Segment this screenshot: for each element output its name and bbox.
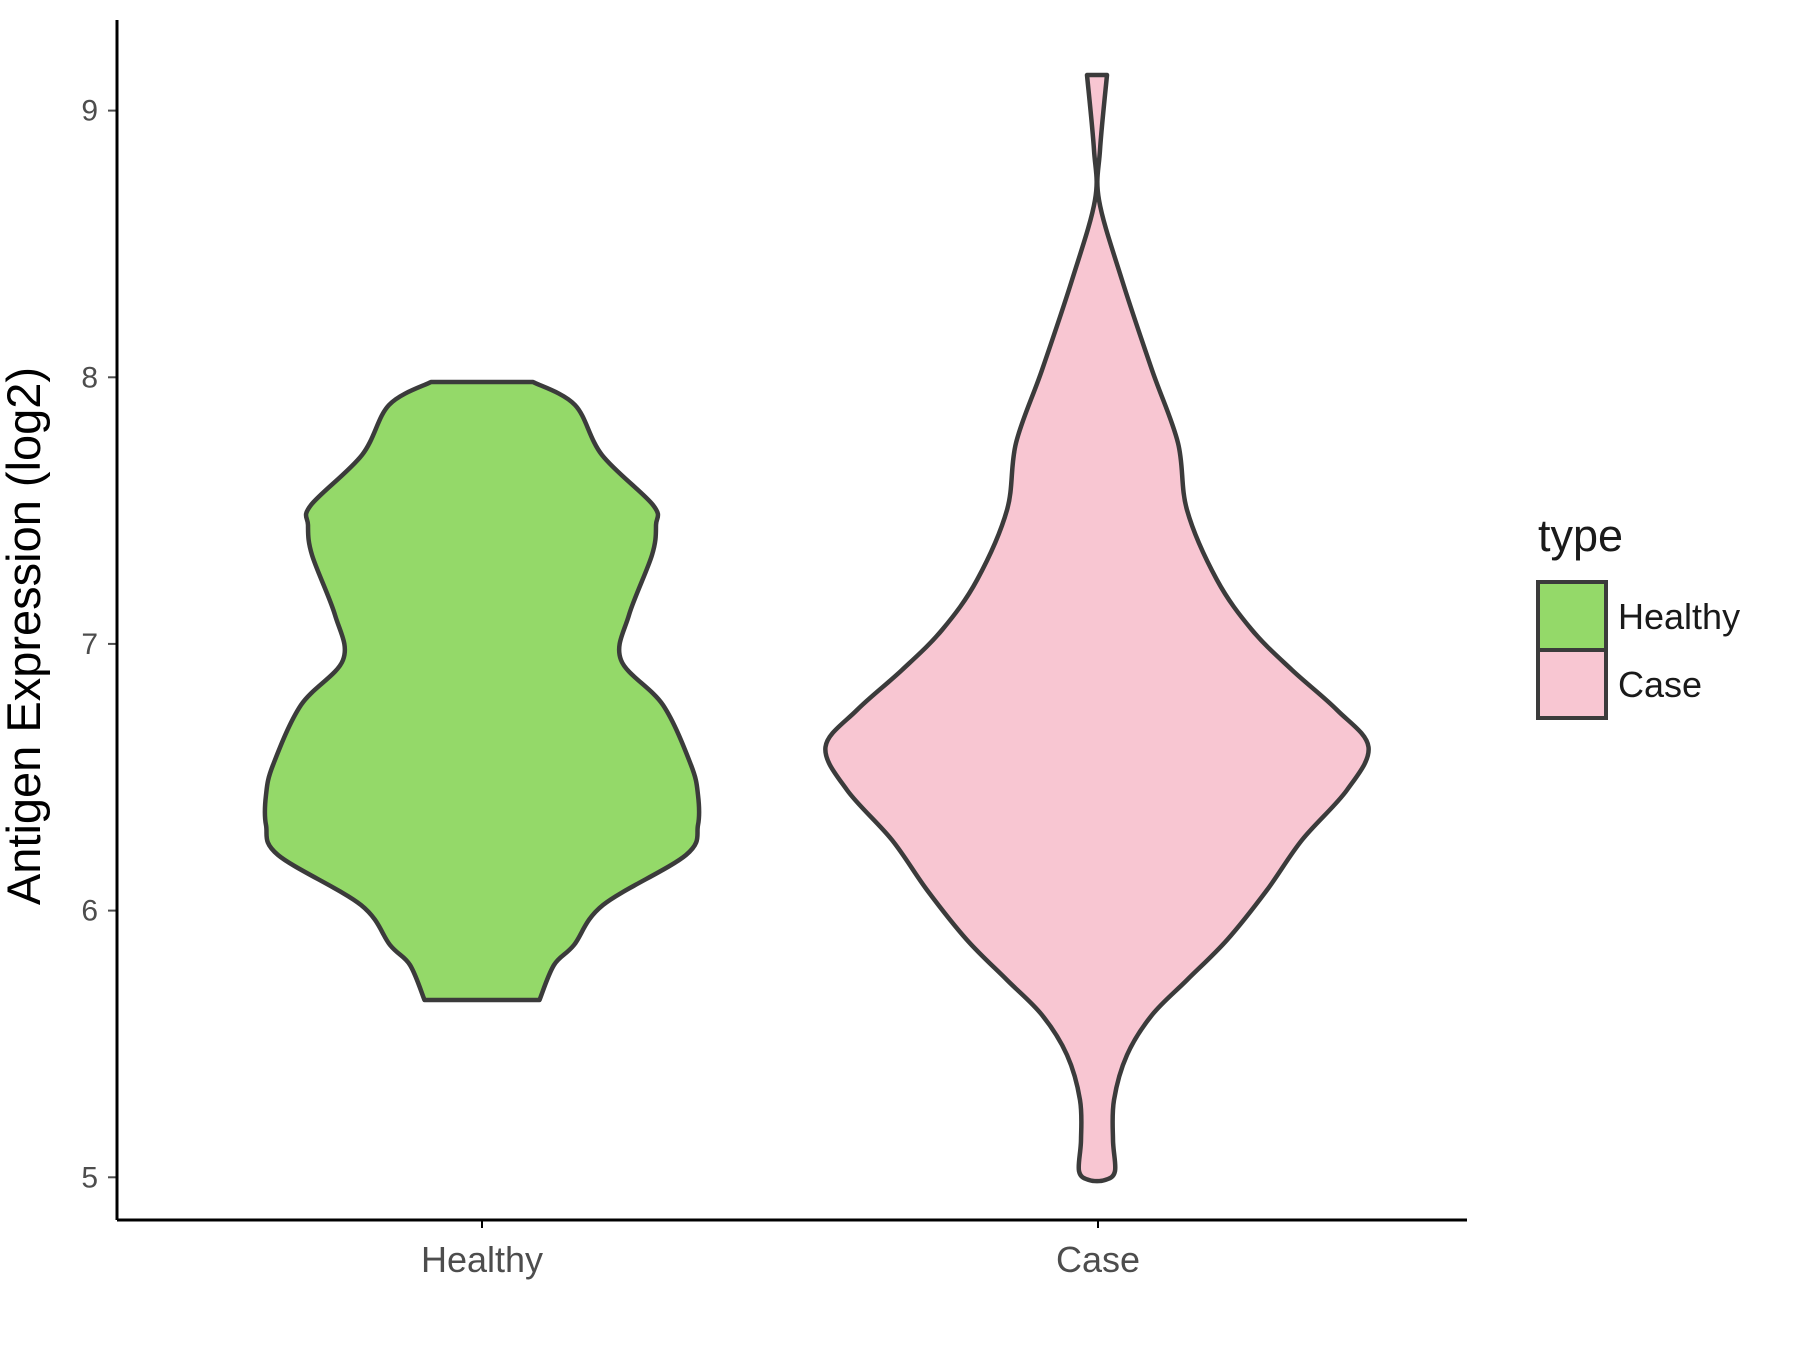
svg-text:Healthy: Healthy [1618, 596, 1740, 637]
svg-text:8: 8 [81, 361, 98, 394]
svg-text:5: 5 [81, 1161, 98, 1194]
svg-text:type: type [1538, 510, 1623, 561]
svg-text:Antigen Expression (log2): Antigen Expression (log2) [0, 367, 50, 905]
svg-text:6: 6 [81, 895, 98, 928]
svg-text:9: 9 [81, 95, 98, 128]
svg-text:Healthy: Healthy [421, 1239, 543, 1280]
svg-text:Case: Case [1618, 664, 1702, 705]
svg-text:Case: Case [1056, 1239, 1140, 1280]
svg-text:7: 7 [81, 628, 98, 661]
